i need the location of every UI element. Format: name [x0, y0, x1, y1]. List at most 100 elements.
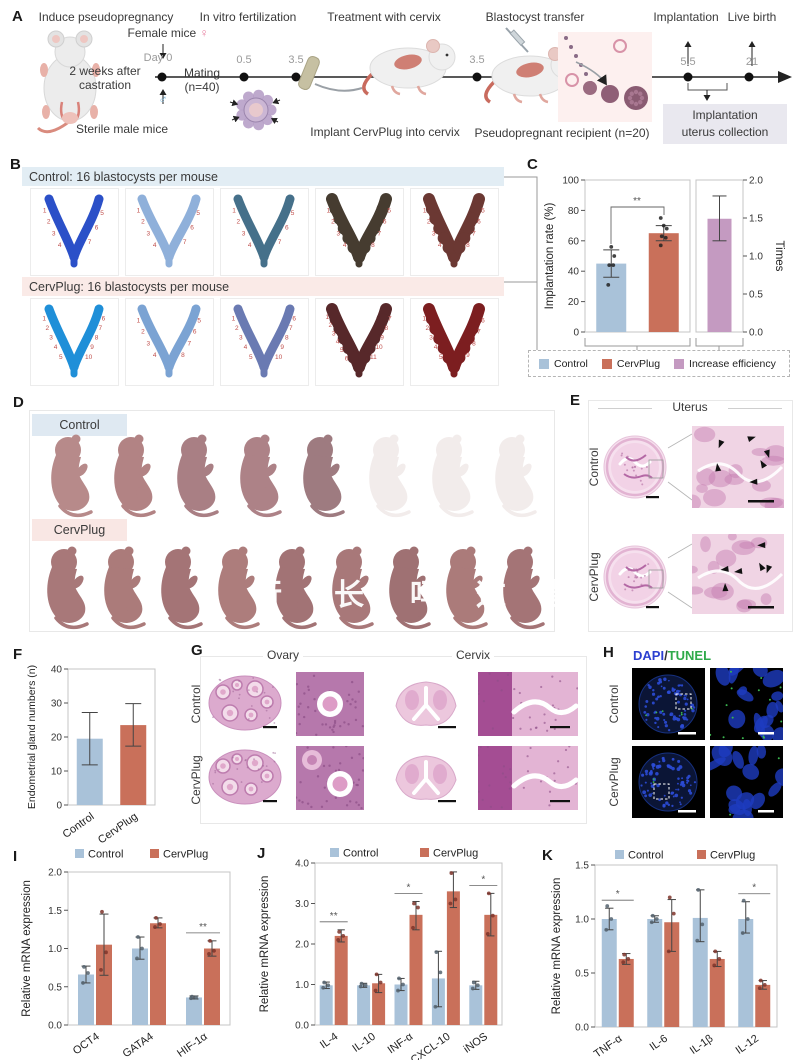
bar-Control-IL-10 — [357, 985, 371, 1025]
bar-Control-OCT4 — [78, 974, 94, 1025]
y-tick-label: 1.0 — [295, 980, 309, 991]
sperm-arrow — [270, 117, 279, 125]
ellipse — [727, 534, 737, 541]
circle — [540, 685, 543, 689]
dapi-speckle — [680, 796, 683, 799]
dapi-tissue — [728, 804, 741, 814]
circle — [631, 589, 634, 592]
increase-swatch — [674, 358, 685, 369]
circle — [640, 583, 643, 586]
g-row-control: Control — [189, 684, 203, 724]
tunel-speckle — [779, 686, 782, 689]
sterile-male-note: Sterile male mice — [75, 122, 169, 136]
circle — [320, 805, 324, 809]
sig-marker: * — [616, 889, 620, 900]
implantation-bead — [462, 332, 475, 345]
y-tick-label: 1.5 — [575, 861, 589, 872]
circle — [529, 728, 532, 731]
legend-swatch — [150, 849, 159, 858]
circle — [252, 677, 255, 679]
data-point — [626, 957, 631, 961]
site-number: 7 — [88, 239, 92, 246]
circle — [354, 706, 357, 709]
dapi-tissue — [742, 763, 760, 780]
circle — [316, 775, 320, 778]
uterine-horn-right — [164, 304, 201, 372]
tunel-speckle — [760, 677, 763, 680]
site-number: 7 — [388, 315, 392, 322]
site-number: 6 — [477, 219, 481, 226]
pup-hindlimb — [199, 487, 211, 505]
pup-ear — [181, 546, 191, 556]
dapi-tissue — [710, 757, 726, 772]
ellipse — [700, 536, 711, 553]
cervix-section-image — [395, 755, 457, 803]
ellipse — [708, 469, 733, 488]
site-number: 2 — [141, 219, 145, 226]
circle — [486, 746, 489, 749]
mrna-k-svg: 0.0 0.5 1.0 1.5 Relative mRNA expression * * TN… — [551, 850, 778, 1060]
circle — [528, 716, 531, 719]
panel-d-box — [29, 410, 555, 632]
circle — [551, 704, 555, 707]
dapi-speckle — [660, 685, 663, 688]
dapi-speckle — [663, 794, 666, 797]
y-tick-label: 40 — [51, 665, 63, 676]
circle — [323, 786, 326, 789]
timeline-dot — [291, 72, 301, 82]
circle — [639, 479, 642, 482]
data-point — [696, 887, 701, 892]
mouse-paw — [40, 63, 48, 77]
mating-n: (n=40) — [184, 80, 220, 94]
tunel-speckle — [722, 736, 725, 739]
panel-a-label: A — [12, 8, 23, 25]
ellipse — [692, 565, 698, 574]
data-point — [341, 934, 346, 938]
site-number: 5 — [196, 210, 200, 217]
sig-marker: * — [407, 882, 411, 893]
dapi-speckle — [653, 711, 656, 714]
site-number: 4 — [248, 242, 252, 249]
dapi-tissue — [732, 809, 754, 818]
data-point — [207, 951, 211, 956]
data-point — [661, 223, 666, 228]
dapi-speckle — [689, 784, 692, 787]
mrna-j-svg: 0.0 1.0 2.0 3.0 4.0 Relative mRNA expression *… — [259, 848, 503, 1060]
ellipse — [433, 764, 447, 784]
circle — [626, 469, 629, 472]
circle — [634, 576, 637, 579]
blastocyst-inset — [558, 32, 652, 122]
circle — [576, 687, 578, 690]
implantation-bead — [437, 342, 450, 355]
implantation-bead — [425, 202, 438, 215]
bar-CervPlug — [648, 233, 679, 332]
y-tick-label: 3.0 — [295, 899, 309, 910]
data-point — [336, 938, 341, 942]
uterine-horn-right — [69, 194, 104, 262]
path — [625, 454, 647, 462]
bar-CervPlug-TNF-α — [618, 958, 634, 1027]
pup-tail — [502, 504, 537, 518]
site-number: 4 — [153, 242, 157, 249]
dapi-speckle — [658, 680, 663, 684]
circle — [253, 758, 255, 761]
panel-c-legend: Control CervPlug Increase efficiency — [528, 350, 790, 377]
tunel-speckle — [680, 713, 683, 716]
y-tick-label: 20 — [51, 733, 63, 744]
embryo-illustration — [229, 89, 281, 131]
circle — [629, 100, 634, 105]
bar-CervPlug-IL-6 — [664, 922, 680, 1027]
implantation-bead — [363, 342, 376, 355]
circle — [298, 799, 301, 802]
ellipse — [739, 541, 755, 550]
dapi-tissue — [732, 750, 744, 769]
circle — [328, 726, 332, 729]
data-point — [140, 946, 144, 951]
site-number: 6 — [285, 225, 289, 232]
female-mice-label: Female mice ♀ — [127, 26, 209, 40]
scale-bar — [748, 500, 774, 503]
circle — [247, 718, 250, 720]
circle — [247, 689, 250, 691]
arrowhead — [760, 460, 768, 469]
